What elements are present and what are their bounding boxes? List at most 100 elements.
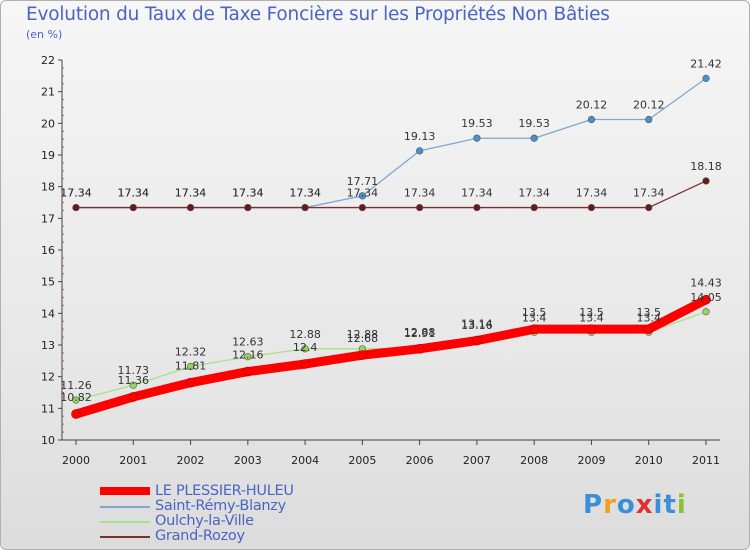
data-point-grand-rozoy-2011 — [702, 177, 710, 185]
legend-label-le-plessier-huleu: LE PLESSIER-HULEU — [155, 483, 294, 499]
x-tick-label-2009: 2009 — [577, 454, 605, 467]
data-point-grand-rozoy-2003 — [244, 203, 252, 212]
x-tick-label-2011: 2011 — [692, 454, 720, 467]
y-tick-label-13: 13 — [41, 339, 55, 352]
data-label-le-plessier-huleu-2005: 12.68 — [347, 332, 379, 345]
data-point-saint-remy-blanzy-2005 — [358, 192, 366, 200]
legend-item-oulchy-la-ville: Oulchy-la-Ville — [100, 513, 360, 529]
logo-letter: i — [653, 490, 664, 520]
x-tick-label-2005: 2005 — [348, 454, 376, 467]
data-label-saint-remy-blanzy-2003: 17.34 — [232, 187, 264, 200]
data-point-le-plessier-huleu-2010 — [643, 324, 654, 334]
data-label-oulchy-la-ville-2003: 12.63 — [232, 336, 264, 349]
logo-letter: r — [603, 490, 617, 520]
data-label-saint-remy-blanzy-2001: 17.34 — [118, 187, 150, 200]
x-tick-label-2006: 2006 — [406, 454, 434, 467]
data-label-grand-rozoy-2000: 17.34 — [60, 187, 92, 200]
proxiti-logo: Proxiti — [583, 490, 687, 520]
data-labels: 17.34 17.34 17.34 17.34 17.3417.7119.1319.53… — [60, 57, 722, 404]
data-point-oulchy-la-ville-2011 — [702, 308, 710, 316]
y-tick-label-12: 12 — [41, 371, 55, 384]
data-label-saint-remy-blanzy-2009: 20.12 — [576, 99, 608, 112]
y-tick-label-21: 21 — [41, 86, 55, 99]
series-lines — [71, 74, 711, 419]
data-point-le-plessier-huleu-2004 — [300, 359, 310, 369]
data-point-le-plessier-huleu-2006 — [414, 343, 425, 354]
data-point-grand-rozoy-2004 — [301, 203, 309, 212]
data-label-oulchy-la-ville-2009: 13.4 — [579, 311, 604, 324]
data-label-oulchy-la-ville-2010: 13.4 — [636, 311, 661, 324]
data-label-le-plessier-huleu-2002: 11.81 — [175, 360, 207, 373]
data-label-saint-remy-blanzy-2000: 17.34 — [60, 187, 92, 200]
data-point-grand-rozoy-2000 — [72, 203, 80, 212]
chart-subtitle: (en %) — [26, 28, 63, 41]
data-point-saint-remy-blanzy-2009 — [587, 115, 596, 124]
data-label-grand-rozoy-2010: 17.34 — [633, 187, 665, 200]
data-label-le-plessier-huleu-2001: 11.36 — [118, 374, 150, 387]
data-label-saint-remy-blanzy-2010: 20.12 — [633, 99, 665, 112]
data-label-le-plessier-huleu-2011: 14.43 — [690, 277, 722, 290]
data-point-le-plessier-huleu-2001 — [128, 392, 139, 402]
data-label-le-plessier-huleu-2008: 13.5 — [522, 306, 547, 319]
legend-label-oulchy-la-ville: Oulchy-la-Ville — [155, 513, 254, 529]
chart-title: Evolution du Taux de Taxe Foncière sur l… — [26, 4, 610, 25]
data-label-grand-rozoy-2002: 17.34 — [175, 187, 207, 200]
data-point-oulchy-la-ville-2002 — [186, 362, 195, 371]
y-tick-label-14: 14 — [41, 307, 55, 320]
series-line-saint-remy-blanzy — [75, 77, 707, 209]
data-label-saint-remy-blanzy-2006: 19.13 — [404, 130, 436, 143]
x-tick-label-2004: 2004 — [291, 454, 319, 467]
y-tick-label-20: 20 — [41, 117, 55, 130]
data-label-oulchy-la-ville-2002: 12.32 — [175, 346, 207, 359]
data-point-le-plessier-huleu-2007 — [472, 335, 482, 346]
x-tick-label-2007: 2007 — [463, 454, 491, 467]
data-point-le-plessier-huleu-2000 — [71, 409, 81, 419]
y-tick-label-17: 17 — [41, 212, 55, 225]
data-point-saint-remy-blanzy-2011 — [702, 74, 710, 82]
legend-swatch-le-plessier-huleu — [100, 487, 150, 495]
data-label-grand-rozoy-2005: 17.34 — [347, 187, 379, 200]
data-label-oulchy-la-ville-2005: 12.88 — [347, 328, 379, 341]
x-tick-label-2002: 2002 — [177, 454, 205, 467]
data-label-saint-remy-blanzy-2008: 19.53 — [518, 117, 550, 130]
data-label-saint-remy-blanzy-2011: 21.42 — [690, 57, 722, 70]
x-tick-label-2003: 2003 — [234, 454, 262, 467]
data-point-le-plessier-huleu-2011 — [701, 294, 711, 305]
series-line-grand-rozoy — [75, 180, 707, 209]
data-label-grand-rozoy-2004: 17.34 — [289, 187, 321, 200]
data-label-oulchy-la-ville-2007: 13.16 — [461, 319, 493, 332]
data-label-le-plessier-huleu-2010: 13.5 — [636, 306, 661, 319]
data-label-le-plessier-huleu-2009: 13.5 — [579, 306, 604, 319]
data-label-saint-remy-blanzy-2004: 17.34 — [289, 187, 321, 200]
data-point-grand-rozoy-2001 — [129, 203, 137, 212]
data-point-saint-remy-blanzy-2010 — [645, 115, 653, 124]
data-label-grand-rozoy-2007: 17.34 — [461, 187, 493, 200]
logo-letter: i — [676, 490, 687, 520]
legend-label-grand-rozoy: Grand-Rozoy — [155, 528, 245, 544]
data-point-le-plessier-huleu-2003 — [243, 366, 253, 377]
legend-swatch-saint-remy-blanzy — [100, 506, 150, 508]
data-label-oulchy-la-ville-2006: 12.91 — [404, 327, 436, 340]
data-point-le-plessier-huleu-2005 — [357, 350, 368, 360]
data-point-oulchy-la-ville-2004 — [301, 345, 309, 353]
data-point-saint-remy-blanzy-2006 — [416, 147, 424, 155]
chart-axes: 10 11 12 13 14 15 16 17 18 19 20 21 22 2000 2001 2002 20… — [41, 54, 720, 467]
logo-letter: P — [583, 490, 604, 520]
y-tick-label-15: 15 — [41, 276, 55, 289]
data-point-le-plessier-huleu-2008 — [529, 324, 539, 334]
data-label-grand-rozoy-2008: 17.34 — [518, 187, 550, 200]
y-tick-label-22: 22 — [41, 54, 55, 67]
legend-swatch-oulchy-la-ville — [100, 521, 150, 523]
x-tick-label-2010: 2010 — [635, 454, 663, 467]
data-point-saint-remy-blanzy-2007 — [473, 134, 481, 142]
x-tick-label-2000: 2000 — [62, 454, 90, 467]
data-point-grand-rozoy-2008 — [530, 203, 538, 212]
series-line-le-plessier-huleu — [71, 295, 711, 419]
data-label-grand-rozoy-2009: 17.34 — [576, 187, 608, 200]
data-label-oulchy-la-ville-2004: 12.88 — [289, 328, 321, 341]
y-tick-label-16: 16 — [41, 244, 55, 257]
legend-item-grand-rozoy: Grand-Rozoy — [100, 528, 360, 544]
x-tick-label-2001: 2001 — [119, 454, 147, 467]
